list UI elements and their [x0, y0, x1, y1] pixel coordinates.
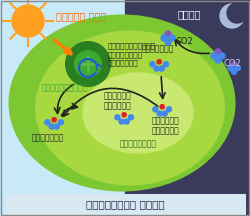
Circle shape — [115, 115, 120, 120]
Circle shape — [45, 120, 50, 125]
Text: வற்றிடம்: வற்றிடம் — [120, 140, 156, 149]
Circle shape — [66, 42, 110, 86]
Circle shape — [157, 60, 161, 64]
Circle shape — [169, 35, 175, 41]
Circle shape — [159, 66, 164, 71]
Circle shape — [124, 119, 129, 124]
Text: பாலிசேட் செல்: பாலிசேட் செல் — [86, 199, 164, 209]
Circle shape — [211, 53, 217, 59]
Circle shape — [157, 111, 162, 116]
Circle shape — [220, 4, 244, 28]
Circle shape — [52, 118, 56, 122]
Circle shape — [160, 105, 164, 109]
Circle shape — [153, 107, 158, 112]
Text: மாலடேட்: மாலடேட் — [142, 44, 174, 54]
Text: பசங்கணிகம்: பசங்கணிகம் — [42, 84, 88, 92]
Circle shape — [227, 3, 247, 23]
Circle shape — [49, 124, 54, 129]
Circle shape — [235, 65, 240, 71]
Circle shape — [58, 120, 64, 125]
Text: தலாகாய்டகள்: தலாகாய்டகள் — [108, 43, 156, 49]
Circle shape — [74, 50, 102, 78]
Circle shape — [122, 113, 126, 117]
Bar — [5, 194, 245, 214]
Circle shape — [162, 111, 167, 116]
Ellipse shape — [83, 73, 193, 153]
Text: கால்வின்
சுழற்சி: கால்வின் சுழற்சி — [108, 52, 143, 66]
Circle shape — [231, 62, 237, 67]
Text: CO2: CO2 — [224, 59, 242, 68]
Text: சூரிய ஒளி: சூரிய ஒளி — [56, 11, 106, 21]
Circle shape — [215, 49, 221, 55]
Circle shape — [164, 62, 168, 67]
Text: மாலடேட்: மாலடேட் — [32, 133, 64, 143]
Text: மாலிக்
அமிலம்: மாலிக் அமிலம் — [151, 116, 179, 136]
Text: CO2: CO2 — [176, 37, 194, 46]
Circle shape — [12, 5, 44, 37]
Circle shape — [119, 119, 124, 124]
Circle shape — [128, 115, 134, 120]
Circle shape — [161, 35, 167, 41]
Circle shape — [231, 69, 237, 74]
Circle shape — [165, 39, 171, 45]
Circle shape — [165, 31, 171, 37]
Circle shape — [154, 66, 159, 71]
Circle shape — [228, 65, 233, 71]
Text: இரவு: இரவு — [178, 9, 202, 19]
Circle shape — [54, 124, 59, 129]
Ellipse shape — [10, 16, 234, 191]
Circle shape — [215, 57, 221, 63]
Text: மாலிக்
அமிலம்: மாலிக் அமிலம் — [104, 91, 132, 111]
Circle shape — [166, 107, 172, 112]
Circle shape — [219, 53, 225, 59]
Circle shape — [150, 62, 155, 67]
Ellipse shape — [35, 30, 225, 186]
Bar — [125, 0, 250, 216]
